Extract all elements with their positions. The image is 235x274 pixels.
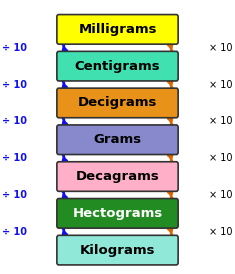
- FancyBboxPatch shape: [57, 199, 178, 228]
- FancyBboxPatch shape: [57, 88, 178, 118]
- Text: Milligrams: Milligrams: [78, 23, 157, 36]
- FancyBboxPatch shape: [57, 235, 178, 265]
- FancyBboxPatch shape: [57, 51, 178, 81]
- Text: Kilograms: Kilograms: [80, 244, 155, 257]
- Text: Grams: Grams: [94, 133, 141, 146]
- FancyArrowPatch shape: [168, 43, 174, 55]
- FancyArrowPatch shape: [168, 117, 174, 128]
- FancyArrowPatch shape: [168, 154, 174, 165]
- Text: Centigrams: Centigrams: [75, 60, 160, 73]
- Text: Decigrams: Decigrams: [78, 96, 157, 109]
- FancyArrowPatch shape: [168, 190, 174, 202]
- Text: × 10: × 10: [209, 227, 233, 237]
- Text: ÷ 10: ÷ 10: [2, 79, 27, 90]
- Text: Hectograms: Hectograms: [72, 207, 163, 220]
- Text: ÷ 10: ÷ 10: [2, 116, 27, 126]
- Text: ÷ 10: ÷ 10: [2, 43, 27, 53]
- FancyArrowPatch shape: [61, 151, 67, 162]
- Text: ÷ 10: ÷ 10: [2, 227, 27, 237]
- FancyArrowPatch shape: [61, 188, 67, 199]
- Text: × 10: × 10: [209, 190, 233, 200]
- Text: ÷ 10: ÷ 10: [2, 190, 27, 200]
- FancyArrowPatch shape: [61, 41, 67, 52]
- Text: × 10: × 10: [209, 43, 233, 53]
- Text: × 10: × 10: [209, 79, 233, 90]
- Text: × 10: × 10: [209, 116, 233, 126]
- FancyArrowPatch shape: [168, 80, 174, 92]
- Text: × 10: × 10: [209, 153, 233, 163]
- Text: Decagrams: Decagrams: [76, 170, 159, 183]
- FancyBboxPatch shape: [57, 15, 178, 44]
- FancyBboxPatch shape: [57, 162, 178, 191]
- FancyArrowPatch shape: [61, 78, 67, 89]
- FancyArrowPatch shape: [168, 227, 174, 239]
- FancyArrowPatch shape: [61, 225, 67, 236]
- FancyArrowPatch shape: [61, 115, 67, 126]
- FancyBboxPatch shape: [57, 125, 178, 155]
- Text: ÷ 10: ÷ 10: [2, 153, 27, 163]
